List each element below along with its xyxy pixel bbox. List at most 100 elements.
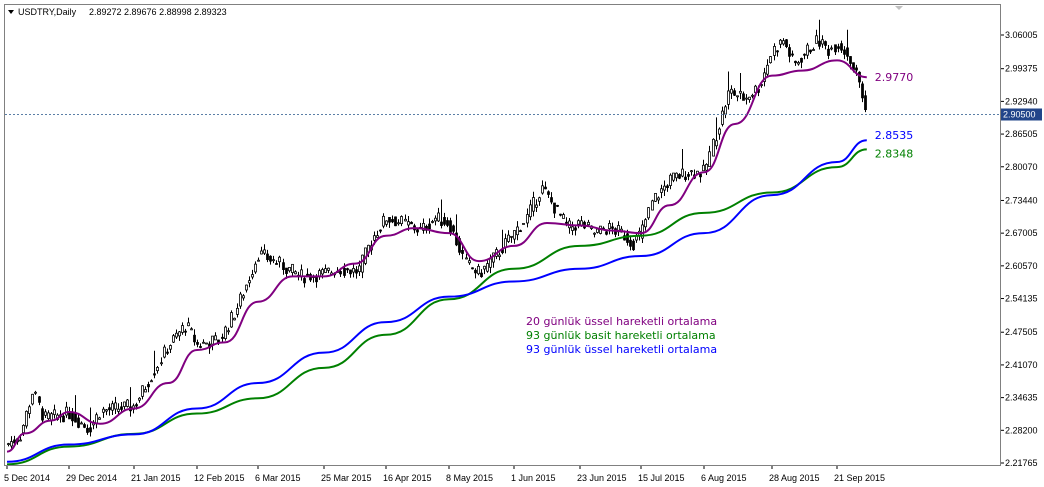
candle[interactable] [644,218,647,231]
candle[interactable] [233,317,236,321]
candle[interactable] [193,329,196,346]
candle[interactable] [818,19,821,50]
candle[interactable] [394,216,397,227]
candle[interactable] [117,403,120,416]
candle[interactable] [428,218,431,234]
candle[interactable] [769,56,772,64]
candle[interactable] [715,117,718,150]
candle[interactable] [266,249,269,263]
candle[interactable] [230,310,233,328]
candle[interactable] [663,180,666,197]
candle[interactable] [812,47,815,51]
candle[interactable] [486,259,489,273]
candle[interactable] [465,253,468,260]
candle[interactable] [163,344,166,359]
candle[interactable] [666,184,669,192]
candle[interactable] [205,342,208,345]
candle[interactable] [153,350,156,379]
candle[interactable] [53,404,56,419]
candle[interactable] [346,267,349,274]
candle[interactable] [541,180,544,195]
candle[interactable] [431,219,434,224]
candle[interactable] [214,332,217,341]
candle[interactable] [708,145,711,167]
candle[interactable] [800,57,803,69]
candle[interactable] [773,43,776,61]
candle[interactable] [739,73,742,100]
candle[interactable] [434,215,437,226]
candle[interactable] [306,268,309,276]
candle[interactable] [187,317,190,327]
candle[interactable] [660,184,663,199]
candle[interactable] [797,60,800,66]
candle[interactable] [404,214,407,222]
candle[interactable] [669,173,672,190]
candlesticks[interactable] [7,19,867,449]
candle[interactable] [86,424,89,435]
candle[interactable] [144,386,147,393]
candle[interactable] [641,220,644,244]
candle[interactable] [736,95,739,102]
candle[interactable] [291,263,294,277]
candle[interactable] [830,45,833,51]
candle[interactable] [245,284,248,293]
candle[interactable] [269,255,272,265]
candle[interactable] [611,222,614,235]
candle[interactable] [821,35,824,48]
candle[interactable] [513,230,516,244]
candle[interactable] [385,220,388,227]
candle[interactable] [483,265,486,275]
candle[interactable] [858,71,861,88]
candle[interactable] [647,207,650,220]
candle[interactable] [529,199,532,221]
candle[interactable] [593,232,596,238]
candle[interactable] [794,60,797,66]
candle[interactable] [544,181,547,190]
scroll-marker-triangle-down-icon[interactable] [895,6,903,10]
candle[interactable] [355,266,358,279]
candle[interactable] [782,38,785,46]
candle[interactable] [498,252,501,261]
candle[interactable] [742,91,745,101]
candle[interactable] [178,331,181,341]
candle[interactable] [169,344,172,353]
candle[interactable] [721,106,724,127]
candle[interactable] [160,357,163,366]
candle[interactable] [272,255,275,264]
candle[interactable] [477,263,480,276]
candle[interactable] [38,395,41,406]
candle[interactable] [242,294,245,301]
candle[interactable] [452,224,455,234]
candle[interactable] [28,404,31,419]
candle[interactable] [766,59,769,77]
candle[interactable] [684,171,687,182]
candle[interactable] [111,400,114,416]
candle[interactable] [44,409,47,418]
candle[interactable] [538,196,541,206]
candle[interactable] [376,230,379,238]
candle[interactable] [733,88,736,96]
candle[interactable] [788,44,791,63]
candle[interactable] [105,409,108,416]
candle[interactable] [547,190,550,198]
candle[interactable] [809,49,812,54]
candle[interactable] [834,44,837,56]
candle[interactable] [422,218,425,234]
candle[interactable] [202,339,205,344]
candle[interactable] [150,379,153,383]
candle[interactable] [156,366,159,374]
candle[interactable] [510,235,513,243]
candle[interactable] [864,90,867,113]
candle[interactable] [687,171,690,181]
candle[interactable] [181,322,184,335]
candle[interactable] [779,38,782,49]
candle[interactable] [98,416,101,420]
candle[interactable] [282,258,285,275]
candle[interactable] [629,235,632,251]
candle[interactable] [303,276,306,288]
candle[interactable] [7,442,10,447]
candle[interactable] [461,244,464,260]
candle[interactable] [705,163,708,175]
candle[interactable] [388,217,391,228]
